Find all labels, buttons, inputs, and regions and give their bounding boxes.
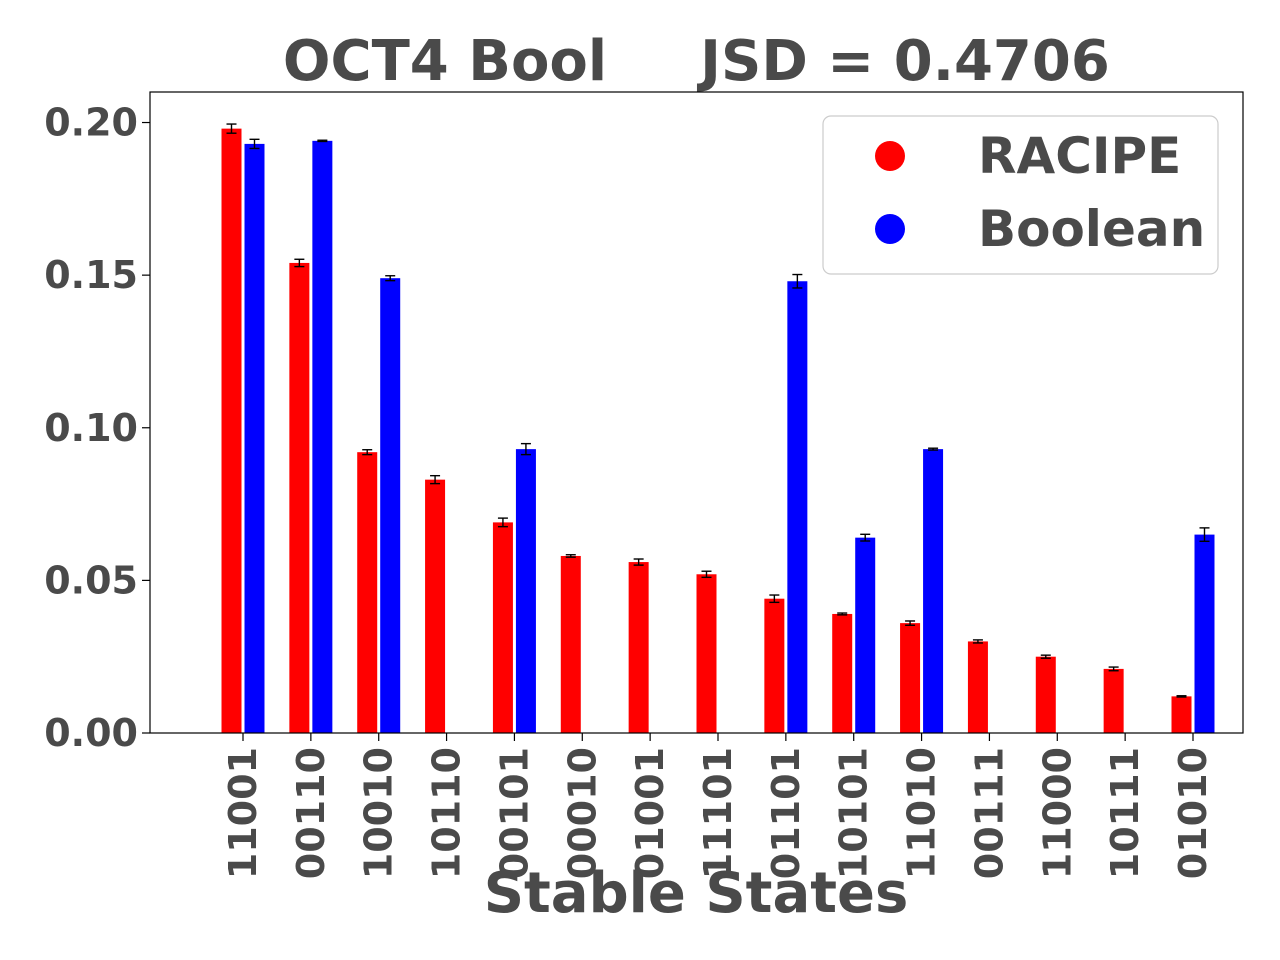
x-tick-label: 10110: [425, 747, 469, 879]
bar-boolean-01010: [1194, 534, 1215, 733]
x-tick-label: 11101: [696, 747, 740, 879]
x-tick-label: 11001: [221, 747, 265, 879]
error-bars-group: [226, 123, 1210, 698]
bar-boolean-10101: [855, 537, 876, 733]
x-tick-label: 01001: [628, 747, 672, 879]
x-axis: 11001 00110 10010 10110 00101 00010 01001 11101…: [221, 733, 1215, 879]
x-tick-label: 10111: [1103, 747, 1147, 879]
bar-boolean-11010: [923, 449, 944, 733]
bar-racipe-11101: [696, 574, 717, 733]
bar-racipe-01010: [1171, 696, 1192, 733]
bar-racipe-01101: [764, 598, 785, 733]
bar-boolean-10010: [380, 278, 401, 733]
bar-racipe-11010: [900, 623, 921, 733]
bar-racipe-01001: [628, 562, 649, 733]
bar-racipe-10010: [357, 452, 378, 733]
y-axis: 0.00 0.05 0.10 0.15 0.20: [44, 101, 150, 755]
x-axis-label: Stable States: [484, 861, 909, 926]
bar-racipe-00101: [492, 522, 513, 733]
chart-title-left: OCT4 Bool: [283, 29, 607, 94]
bar-racipe-10110: [425, 479, 446, 733]
legend-marker-boolean: [875, 214, 905, 244]
bar-racipe-00110: [289, 262, 310, 733]
x-tick-label: 01010: [1171, 747, 1215, 879]
y-tick-label: 0.15: [44, 253, 138, 297]
bar-racipe-00010: [560, 555, 581, 733]
bars-group: [221, 128, 1215, 734]
legend: RACIPE Boolean: [822, 115, 1219, 275]
x-tick-label: 00101: [492, 747, 536, 879]
bar-racipe-10101: [832, 613, 853, 733]
x-tick-label: 00111: [967, 747, 1011, 879]
x-tick-label: 11010: [900, 747, 944, 879]
bar-boolean-00110: [312, 140, 333, 734]
legend-label-racipe: RACIPE: [978, 127, 1181, 185]
chart-title-right: JSD = 0.4706: [696, 29, 1110, 94]
legend-box: [822, 115, 1219, 275]
bar-boolean-00101: [515, 449, 536, 733]
plot-frame: [149, 91, 1244, 734]
y-tick-label: 0.05: [44, 558, 138, 602]
x-tick-label: 10101: [832, 747, 876, 879]
bar-racipe-00111: [967, 641, 988, 733]
x-tick-label: 00110: [289, 747, 333, 879]
legend-label-boolean: Boolean: [978, 200, 1205, 258]
legend-marker-racipe: [875, 141, 905, 171]
bar-racipe-11000: [1035, 656, 1056, 733]
y-tick-label: 0.00: [44, 711, 138, 755]
bar-racipe-11001: [221, 128, 242, 734]
bar-boolean-11001: [244, 143, 265, 733]
x-tick-label: 01101: [764, 747, 808, 879]
x-tick-label: 00010: [560, 747, 604, 879]
x-tick-label: 10010: [357, 747, 401, 879]
y-tick-label: 0.20: [44, 101, 138, 145]
bar-racipe-10111: [1103, 668, 1124, 733]
bar-boolean-01101: [787, 281, 808, 733]
y-tick-label: 0.10: [44, 406, 138, 450]
x-tick-label: 11000: [1035, 747, 1079, 879]
